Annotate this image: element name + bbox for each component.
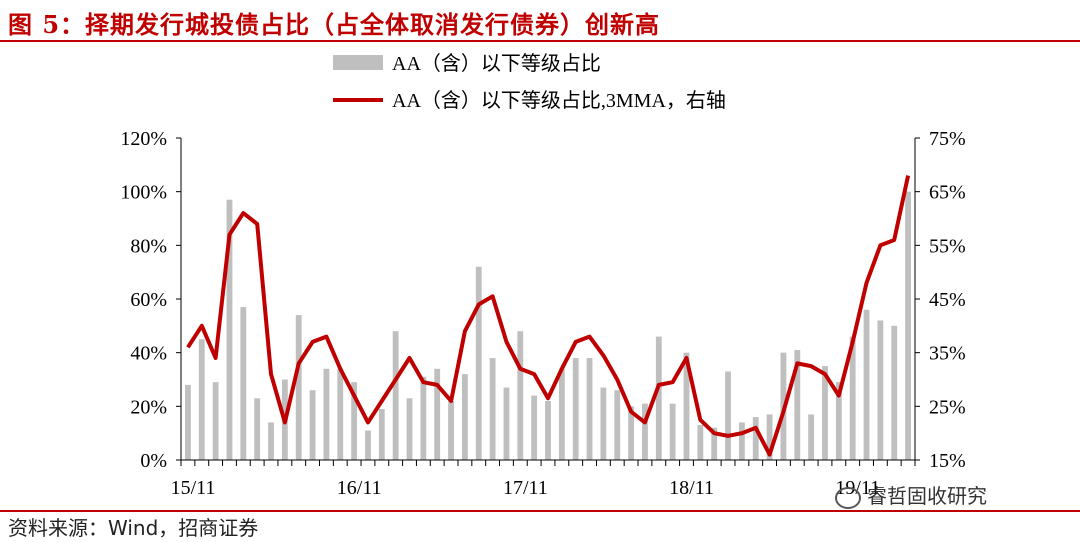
bar bbox=[268, 422, 274, 460]
bar bbox=[378, 409, 385, 460]
left-tick-label: 0% bbox=[140, 450, 167, 472]
bar bbox=[738, 422, 745, 460]
bar bbox=[517, 331, 524, 460]
legend-label-bar: AA（含）以下等级占比 bbox=[392, 52, 601, 75]
figure-title: 图 5：择期发行城投债占比（占全体取消发行债券）创新高 bbox=[8, 10, 661, 39]
bar bbox=[503, 387, 510, 460]
bar bbox=[808, 414, 815, 460]
bar bbox=[461, 374, 468, 460]
left-tick-label: 80% bbox=[130, 235, 167, 257]
figure-header: 图 5：择期发行城投债占比（占全体取消发行债券）创新高 bbox=[0, 0, 1080, 40]
bar bbox=[420, 376, 427, 460]
right-tick-label: 55% bbox=[929, 235, 966, 257]
bar bbox=[240, 307, 247, 460]
left-tick-label: 20% bbox=[130, 396, 167, 418]
bar bbox=[835, 382, 842, 460]
bar bbox=[226, 199, 233, 460]
bar bbox=[586, 358, 593, 460]
bar bbox=[877, 320, 884, 460]
x-tick-label: 15/11 bbox=[171, 477, 216, 499]
bar bbox=[614, 390, 621, 460]
bar bbox=[254, 398, 261, 460]
bar bbox=[489, 358, 496, 460]
bar bbox=[683, 352, 690, 460]
bar bbox=[198, 339, 205, 460]
footer-rule bbox=[0, 510, 1080, 512]
bar bbox=[434, 368, 441, 460]
right-tick-label: 35% bbox=[929, 343, 966, 365]
legend: AA（含）以下等级占比 AA（含）以下等级占比,3MMA，右轴 bbox=[333, 52, 726, 112]
x-tick-label: 16/11 bbox=[337, 477, 382, 499]
watermark: 睿哲固收研究 bbox=[835, 480, 987, 509]
bar bbox=[822, 366, 828, 460]
bar bbox=[600, 387, 607, 460]
line-series bbox=[186, 175, 911, 457]
left-tick-label: 60% bbox=[130, 289, 167, 311]
bar bbox=[752, 417, 759, 460]
right-tick-label: 15% bbox=[929, 450, 966, 472]
axes: 0% 20% 40% 60% 80% 100% 120% 15% 25% 35% 45% 55% 65%… bbox=[120, 128, 965, 499]
bar bbox=[545, 400, 551, 460]
bar bbox=[891, 325, 898, 460]
bar bbox=[337, 368, 344, 460]
bar bbox=[406, 398, 413, 460]
bar bbox=[351, 382, 358, 460]
bar bbox=[697, 425, 704, 460]
bar bbox=[212, 382, 219, 460]
chart: AA（含）以下等级占比 AA（含）以下等级占比,3MMA，右轴 0% 20% 40% 6… bbox=[120, 52, 965, 499]
bar bbox=[725, 371, 731, 460]
bar bbox=[655, 336, 662, 460]
bar-series bbox=[185, 191, 911, 460]
bar bbox=[185, 384, 191, 460]
left-tick-label: 100% bbox=[120, 182, 167, 204]
left-tick-label: 40% bbox=[130, 343, 167, 365]
wechat-icon bbox=[835, 486, 861, 509]
bar bbox=[558, 368, 565, 460]
bar bbox=[766, 414, 773, 460]
bar bbox=[669, 403, 676, 460]
bar bbox=[448, 400, 454, 460]
legend-swatch-bar bbox=[333, 55, 383, 70]
title-rule bbox=[0, 40, 1080, 42]
bar bbox=[794, 349, 801, 460]
bar bbox=[628, 406, 635, 460]
x-tick-label: 17/11 bbox=[503, 477, 548, 499]
x-tick-label: 18/11 bbox=[669, 477, 714, 499]
watermark-text: 睿哲固收研究 bbox=[867, 484, 987, 508]
right-tick-label: 75% bbox=[929, 128, 966, 150]
bar bbox=[323, 368, 330, 460]
left-tick-label: 120% bbox=[120, 128, 167, 150]
bar bbox=[849, 336, 856, 460]
bar bbox=[531, 395, 538, 460]
source-note: 资料来源：Wind，招商证券 bbox=[8, 516, 259, 540]
bar bbox=[642, 403, 648, 460]
right-tick-label: 45% bbox=[929, 289, 966, 311]
bar bbox=[905, 191, 911, 460]
bar bbox=[309, 390, 316, 460]
bar bbox=[572, 358, 579, 460]
right-tick-label: 65% bbox=[929, 182, 966, 204]
right-tick-label: 25% bbox=[929, 396, 966, 418]
bar bbox=[711, 427, 718, 460]
bar bbox=[365, 430, 371, 460]
bar bbox=[295, 315, 302, 460]
bar bbox=[863, 309, 870, 460]
bar bbox=[392, 331, 399, 460]
legend-label-line: AA（含）以下等级占比,3MMA，右轴 bbox=[392, 89, 726, 112]
bar bbox=[475, 266, 482, 460]
